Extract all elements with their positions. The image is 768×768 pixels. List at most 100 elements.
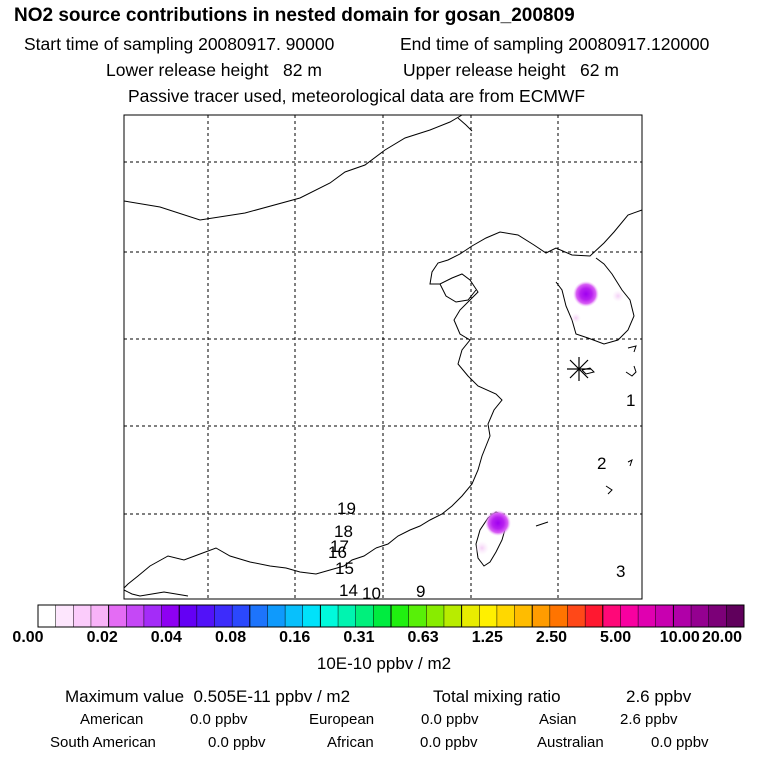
colorbar-swatch	[426, 605, 445, 627]
colorbar-swatch	[232, 605, 251, 627]
region-european-value: 0.0 ppbv	[421, 711, 479, 728]
trajectory-label-17: 17	[330, 537, 349, 556]
korea-islands	[627, 345, 637, 353]
shandong	[439, 283, 477, 303]
colorbar-swatch	[461, 605, 480, 627]
concentration-field	[475, 281, 624, 555]
colorbar-swatch	[585, 605, 604, 627]
trajectory-label-18: 18	[334, 522, 353, 541]
colorbar-swatch	[161, 605, 180, 627]
colorbar-tick-label: 20.00	[701, 629, 743, 646]
colorbar-tick-label: 2.50	[535, 629, 568, 646]
colorbar-units: 10E-10 ppbv / m2	[316, 654, 452, 673]
korean-peninsula	[555, 257, 635, 345]
colorbar-swatch	[55, 605, 74, 627]
colorbar-swatch	[355, 605, 374, 627]
colorbar-swatch	[73, 605, 92, 627]
colorbar-swatch	[196, 605, 215, 627]
islands-east2	[605, 485, 613, 495]
colorbar-swatch	[567, 605, 586, 627]
colorbar-swatch	[655, 605, 674, 627]
colorbar-tick-label: 0.31	[343, 629, 375, 646]
grid-lines	[124, 115, 642, 599]
faint-korea-south	[571, 313, 581, 323]
region-european-name: European	[309, 711, 375, 728]
colorbar-swatch	[443, 605, 463, 627]
manchuria-border	[375, 209, 643, 549]
region-south-american-name: South American	[50, 734, 156, 751]
colorbar-swatch	[391, 605, 410, 627]
trajectory-label-15: 15	[335, 559, 354, 578]
colorbar-swatch	[338, 605, 357, 627]
colorbar-tick-label: 1.25	[471, 629, 503, 646]
colorbar-swatch	[514, 605, 533, 627]
colorbar-tick-label: 0.00	[12, 629, 44, 646]
tracer-note: Passive tracer used, meteorological data…	[128, 86, 586, 106]
northern-border	[123, 114, 463, 221]
islands-east	[627, 459, 633, 467]
colorbar-swatch	[408, 605, 427, 627]
colorbar-tick-label: 10.00	[659, 629, 700, 646]
colorbar-swatch	[373, 605, 392, 627]
faint-korea-east	[612, 290, 624, 302]
colorbar-swatches	[38, 605, 745, 627]
end-time-label: End time of sampling 20080917.120000	[400, 34, 710, 54]
hotspot-taiwan	[485, 510, 511, 536]
japan-fragment	[625, 365, 637, 377]
region-asian-name: Asian	[539, 711, 577, 728]
coastlines	[123, 114, 643, 597]
colorbar-tick-label: 0.16	[279, 629, 311, 646]
start-time-label: Start time of sampling 20080917. 90000	[24, 34, 335, 54]
hainan-coast	[123, 589, 189, 597]
trajectory-label-19: 19	[337, 499, 356, 518]
trajectory-label-14: 14	[339, 581, 358, 600]
max-value-label: Maximum value 0.505E-11 ppbv / m2	[65, 687, 351, 706]
region-african-value: 0.0 ppbv	[420, 734, 478, 751]
colorbar-tick-label: 5.00	[600, 629, 632, 646]
colorbar-swatch	[479, 605, 498, 627]
colorbar-swatch	[620, 605, 639, 627]
colorbar-swatch	[285, 605, 304, 627]
colorbar-swatch	[38, 605, 57, 627]
colorbar-swatch	[691, 605, 710, 627]
colorbar-swatch	[214, 605, 233, 627]
map-title: NO2 source contributions in nested domai…	[14, 5, 575, 26]
colorbar-swatch	[108, 605, 127, 627]
border-northeast	[457, 117, 473, 132]
colorbar-swatch	[602, 605, 621, 627]
region-australian-name: Australian	[537, 734, 604, 751]
colorbar-swatch	[532, 605, 551, 627]
hotspot-korea	[573, 281, 599, 307]
upper-height-label: Upper release height 62 m	[403, 60, 619, 80]
colorbar-swatch	[126, 605, 145, 627]
colorbar-swatch	[320, 605, 339, 627]
colorbar-swatch	[249, 605, 268, 627]
colorbar-swatch	[143, 605, 163, 627]
colorbar-swatch	[496, 605, 516, 627]
south-coast	[123, 547, 377, 589]
colorbar-swatch	[638, 605, 657, 627]
receptor-star-icon	[567, 357, 591, 381]
colorbar-tick-label: 0.02	[86, 629, 118, 646]
region-american-value: 0.0 ppbv	[190, 711, 248, 728]
colorbar-swatch	[549, 605, 568, 627]
region-african-name: African	[327, 734, 374, 751]
colorbar-ticks	[55, 605, 727, 627]
region-american-name: American	[80, 711, 144, 728]
islands-taiwan-e	[535, 521, 549, 527]
region-asian-value: 2.6 ppbv	[620, 711, 678, 728]
colorbar-swatch	[673, 605, 692, 627]
trajectory-label-1: 1	[626, 391, 635, 410]
total-mixing-label: Total mixing ratio	[433, 687, 561, 706]
trajectory-label-16: 16	[328, 543, 347, 562]
trajectory-label-2: 2	[597, 454, 606, 473]
region-australian-value: 0.0 ppbv	[651, 734, 709, 751]
colorbar-swatch	[726, 605, 745, 627]
colorbar-swatch	[267, 605, 286, 627]
colorbar-swatch	[179, 605, 198, 627]
colorbar-swatch	[302, 605, 321, 627]
colorbar-swatch	[708, 605, 727, 627]
trajectory-label-10: 10	[362, 584, 381, 603]
